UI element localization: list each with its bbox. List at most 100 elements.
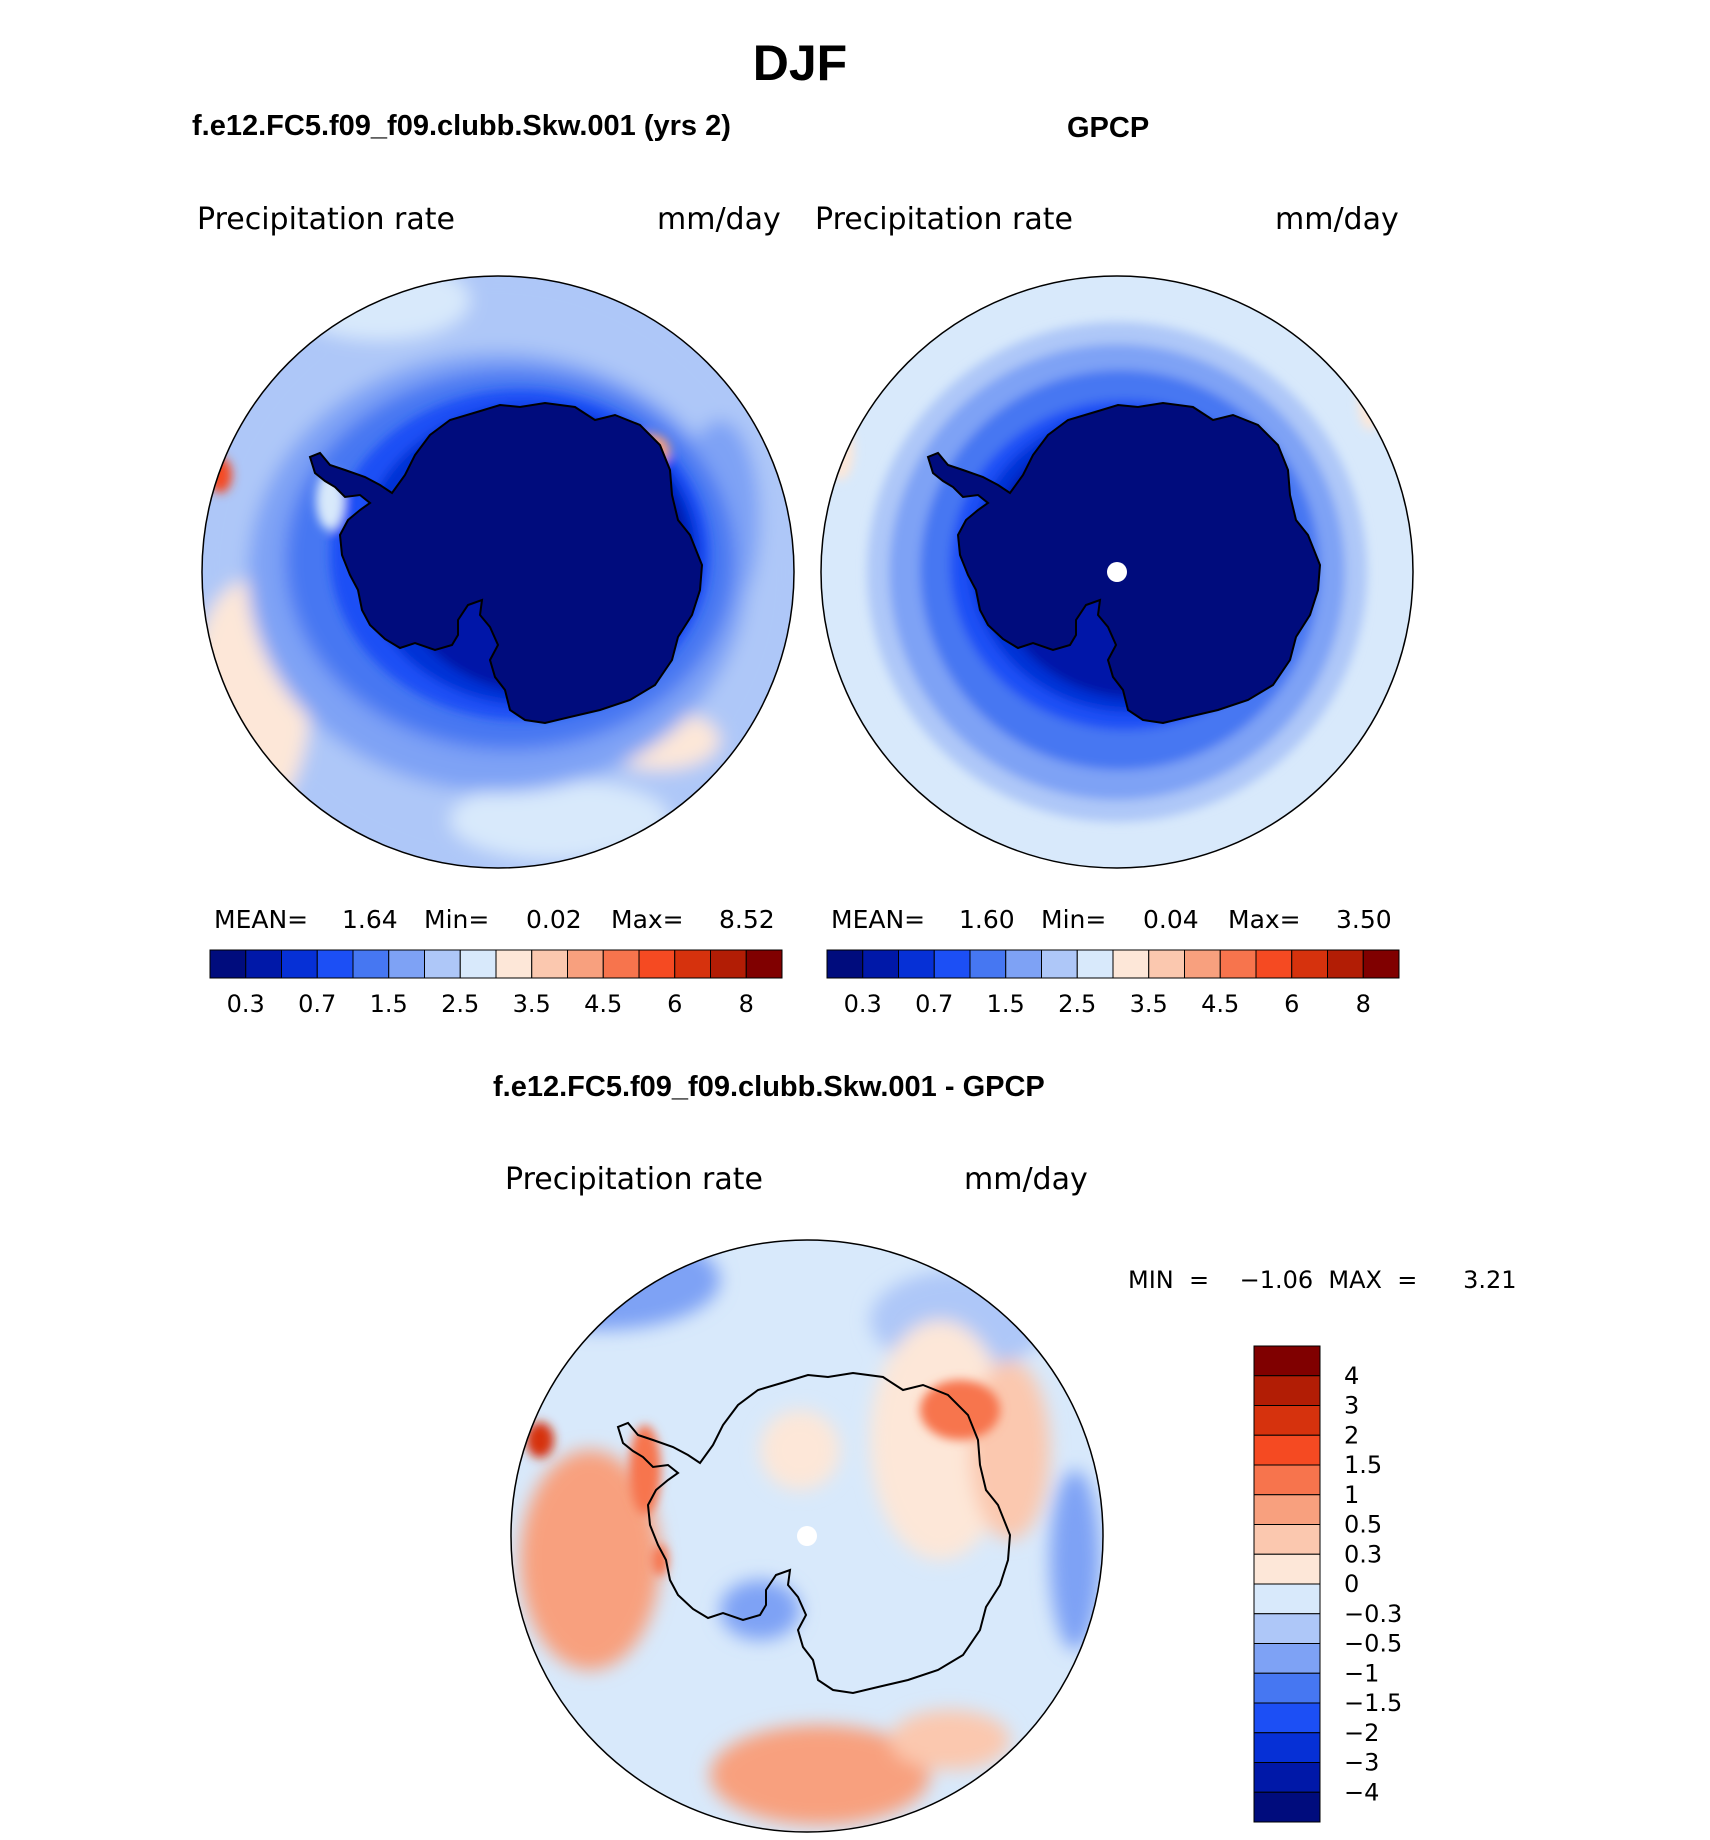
difference-minmax: MIN = −1.06 MAX = 3.21 xyxy=(1128,1266,1517,1294)
obs-min-label: Min= xyxy=(1041,905,1107,934)
model-colorbar-tick-label: 0.3 xyxy=(227,990,265,1018)
difference-colorbar-tick-label: −2 xyxy=(1344,1719,1379,1747)
model-colorbar-tick-label: 2.5 xyxy=(441,990,479,1018)
obs-variable-label: Precipitation rate xyxy=(815,202,1073,237)
difference-colorbar-swatch xyxy=(1253,1345,1321,1377)
difference-colorbar-tick-label: 2 xyxy=(1344,1421,1359,1449)
model-colorbar-swatch xyxy=(316,949,354,979)
obs-colorbar-swatch xyxy=(1041,949,1078,979)
model-colorbar-swatch xyxy=(424,949,461,979)
obs-colorbar-tick-label: 0.7 xyxy=(915,990,953,1018)
difference-colorbar-swatch xyxy=(1253,1375,1321,1406)
model-colorbar-tick-label: 1.5 xyxy=(370,990,408,1018)
obs-map xyxy=(821,276,1413,868)
obs-colorbar-swatch xyxy=(933,949,971,979)
model-max-value: 8.52 xyxy=(719,905,775,934)
difference-colorbar-tick-label: −3 xyxy=(1344,1749,1379,1777)
obs-colorbar-swatch xyxy=(1327,949,1364,979)
difference-colorbar-tick-label: 0.3 xyxy=(1344,1540,1382,1568)
difference-colorbar-swatch xyxy=(1253,1791,1321,1823)
obs-colorbar-swatch xyxy=(1255,949,1293,979)
difference-colorbar-tick-label: 1 xyxy=(1344,1481,1359,1509)
model-colorbar-swatch xyxy=(638,949,676,979)
difference-colorbar-swatch xyxy=(1253,1583,1321,1615)
obs-colorbar-swatch xyxy=(1291,949,1328,979)
model-mean-value: 1.64 xyxy=(342,905,398,934)
model-colorbar-tick-label: 3.5 xyxy=(513,990,551,1018)
difference-colorbar-swatch xyxy=(1253,1494,1321,1525)
obs-colorbar-tick-label: 1.5 xyxy=(987,990,1025,1018)
model-map xyxy=(202,276,794,868)
difference-colorbar-swatch xyxy=(1253,1553,1321,1585)
difference-map xyxy=(511,1240,1103,1832)
difference-colorbar-swatch xyxy=(1253,1702,1321,1734)
obs-stats: MEAN= 1.60 Min= 0.04 Max= 3.50 xyxy=(831,905,1401,935)
model-units-label: mm/day xyxy=(657,202,781,237)
model-min-value: 0.02 xyxy=(526,905,582,934)
model-colorbar-swatch xyxy=(495,949,533,979)
obs-colorbar-swatch xyxy=(1362,949,1400,979)
model-colorbar-tick-label: 4.5 xyxy=(584,990,622,1018)
obs-mean-label: MEAN= xyxy=(831,905,926,934)
model-colorbar-swatch xyxy=(459,949,497,979)
model-colorbar: 0.3 0.7 1.5 2.5 3.5 4.5 6 8 xyxy=(209,949,783,1018)
obs-max-label: Max= xyxy=(1228,905,1301,934)
model-colorbar-swatch xyxy=(674,949,711,979)
obs-colorbar: 0.3 0.7 1.5 2.5 3.5 4.5 6 8 xyxy=(826,949,1400,1018)
difference-colorbar-swatch xyxy=(1253,1762,1321,1793)
model-colorbar-swatch xyxy=(352,949,390,979)
obs-colorbar-tick-label: 0.3 xyxy=(844,990,882,1018)
figure-title: DJF xyxy=(752,35,848,91)
difference-colorbar-swatch xyxy=(1253,1672,1321,1704)
difference-colorbar-tick-label: −1.5 xyxy=(1344,1689,1402,1717)
model-colorbar-swatch xyxy=(281,949,318,979)
obs-colorbar-tick-label: 6 xyxy=(1284,990,1299,1018)
model-colorbar-tick-label: 8 xyxy=(739,990,754,1018)
obs-colorbar-tick-label: 8 xyxy=(1356,990,1371,1018)
difference-colorbar-tick-label: −4 xyxy=(1344,1778,1379,1806)
model-colorbar-swatch xyxy=(245,949,282,979)
difference-colorbar-swatch xyxy=(1253,1613,1321,1644)
model-panel-title: f.e12.FC5.f09_f09.clubb.Skw.001 (yrs 2) xyxy=(192,110,731,142)
model-variable-label: Precipitation rate xyxy=(197,202,455,237)
model-colorbar-swatch xyxy=(710,949,747,979)
model-max-label: Max= xyxy=(611,905,684,934)
obs-colorbar-tick-label: 4.5 xyxy=(1201,990,1239,1018)
obs-colorbar-swatch xyxy=(1076,949,1114,979)
difference-colorbar-swatch xyxy=(1253,1643,1321,1674)
difference-colorbar-tick-label: 0 xyxy=(1344,1570,1359,1598)
obs-colorbar-swatch xyxy=(969,949,1007,979)
model-colorbar-tick-label: 0.7 xyxy=(298,990,336,1018)
model-min-label: Min= xyxy=(424,905,490,934)
difference-colorbar-tick-label: 3 xyxy=(1344,1392,1359,1420)
difference-colorbar-tick-label: 4 xyxy=(1344,1362,1359,1390)
difference-colorbar-swatch xyxy=(1253,1524,1321,1555)
obs-colorbar-tick-label: 2.5 xyxy=(1058,990,1096,1018)
obs-colorbar-swatch xyxy=(1005,949,1042,979)
difference-variable-label: Precipitation rate xyxy=(505,1162,763,1197)
difference-colorbar-swatch xyxy=(1253,1464,1321,1496)
difference-colorbar-tick-label: −0.3 xyxy=(1344,1600,1402,1628)
difference-colorbar-swatch xyxy=(1253,1732,1321,1763)
obs-mean-value: 1.60 xyxy=(959,905,1015,934)
obs-colorbar-swatch xyxy=(1184,949,1221,979)
obs-min-value: 0.04 xyxy=(1143,905,1199,934)
model-colorbar-swatch xyxy=(567,949,604,979)
difference-colorbar-tick-label: −1 xyxy=(1344,1659,1379,1687)
model-colorbar-swatch xyxy=(388,949,425,979)
model-colorbar-swatch xyxy=(531,949,568,979)
obs-colorbar-swatch xyxy=(826,949,864,979)
difference-panel-title: f.e12.FC5.f09_f09.clubb.Skw.001 - GPCP xyxy=(493,1071,1045,1103)
difference-colorbar-tick-label: 1.5 xyxy=(1344,1451,1382,1479)
model-colorbar-tick-label: 6 xyxy=(667,990,682,1018)
obs-colorbar-tick-label: 3.5 xyxy=(1130,990,1168,1018)
obs-colorbar-swatch xyxy=(1219,949,1257,979)
obs-units-label: mm/day xyxy=(1275,202,1399,237)
model-colorbar-swatch xyxy=(602,949,640,979)
difference-units-label: mm/day xyxy=(964,1162,1088,1197)
obs-colorbar-swatch xyxy=(1148,949,1185,979)
difference-colorbar-swatch xyxy=(1253,1434,1321,1466)
model-colorbar-swatch xyxy=(745,949,783,979)
